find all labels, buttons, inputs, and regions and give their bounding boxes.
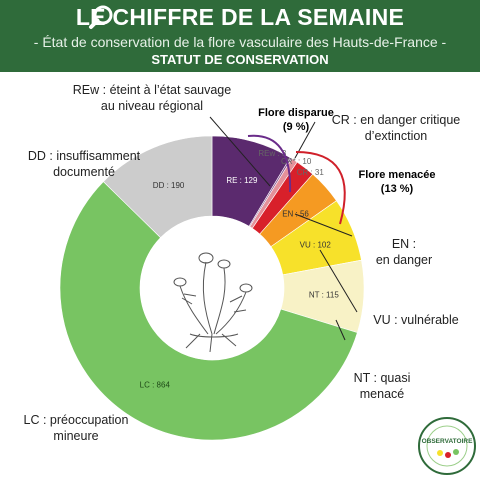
group-disparue-pct: (9 %) [283,121,310,133]
callout-dd-line1: DD : insuffisamment [28,149,141,163]
logo-text: OBSERVATOIRE [422,438,473,445]
callout-vu-line1: VU : vulnérable [373,313,459,327]
callout-cr-line2: d’extinction [365,129,428,143]
callout-en-line1: EN : [392,237,416,251]
callout-nt-line2: menacé [360,387,405,401]
callout-rew-line1: REw : éteint à l’état sauvage [73,83,231,97]
search-icon [89,5,113,29]
segment-label-cr-star: CR* : 10 [281,157,312,166]
chart-area: RE : 129 REw : 3 CR* : 10 CR : 31 EN : 56 VU … [0,72,480,480]
segment-label-vu: VU : 102 [300,241,332,250]
callout-cr-line1: CR : en danger critique [332,113,461,127]
group-menacee-title: Flore menacée [358,169,435,181]
segment-label-re: RE : 129 [226,176,258,185]
observatory-logo: OBSERVATOIRE [418,417,476,475]
plant-illustration [173,252,253,353]
segment-label-cr: CR : 31 [297,168,325,177]
header-banner: LE CHIFFRE DE LA SEMAINE - État de conse… [0,0,480,72]
donut-hole [140,216,284,360]
segment-label-dd: DD : 190 [153,181,185,190]
callout-lc-line2: mineure [53,429,98,443]
segment-label-lc: LC : 864 [140,380,171,389]
page-subtitle: - État de conservation de la flore vascu… [33,34,447,50]
segment-label-rew: REw : 3 [258,149,287,158]
disparue-bracket [247,134,292,193]
group-disparue-title: Flore disparue [258,107,334,119]
connector-lines [209,116,358,341]
segment-label-nt: NT : 115 [309,290,339,299]
callout-dd-line2: documenté [53,165,115,179]
section-title: STATUT DE CONSERVATION [151,52,329,67]
callout-lc-line1: LC : préoccupation [24,413,129,427]
callout-nt-line1: NT : quasi [354,371,411,385]
group-menacee-pct: (13 %) [381,183,414,195]
menacee-bracket [295,151,346,225]
callout-en-line2: en danger [376,253,432,267]
page-title: LE CHIFFRE DE LA SEMAINE [75,4,405,30]
callout-rew-line2: au niveau régional [101,99,203,113]
